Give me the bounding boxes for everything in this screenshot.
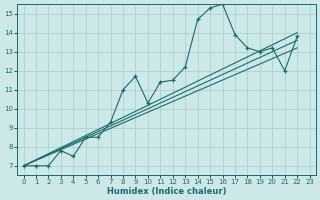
- X-axis label: Humidex (Indice chaleur): Humidex (Indice chaleur): [107, 187, 226, 196]
